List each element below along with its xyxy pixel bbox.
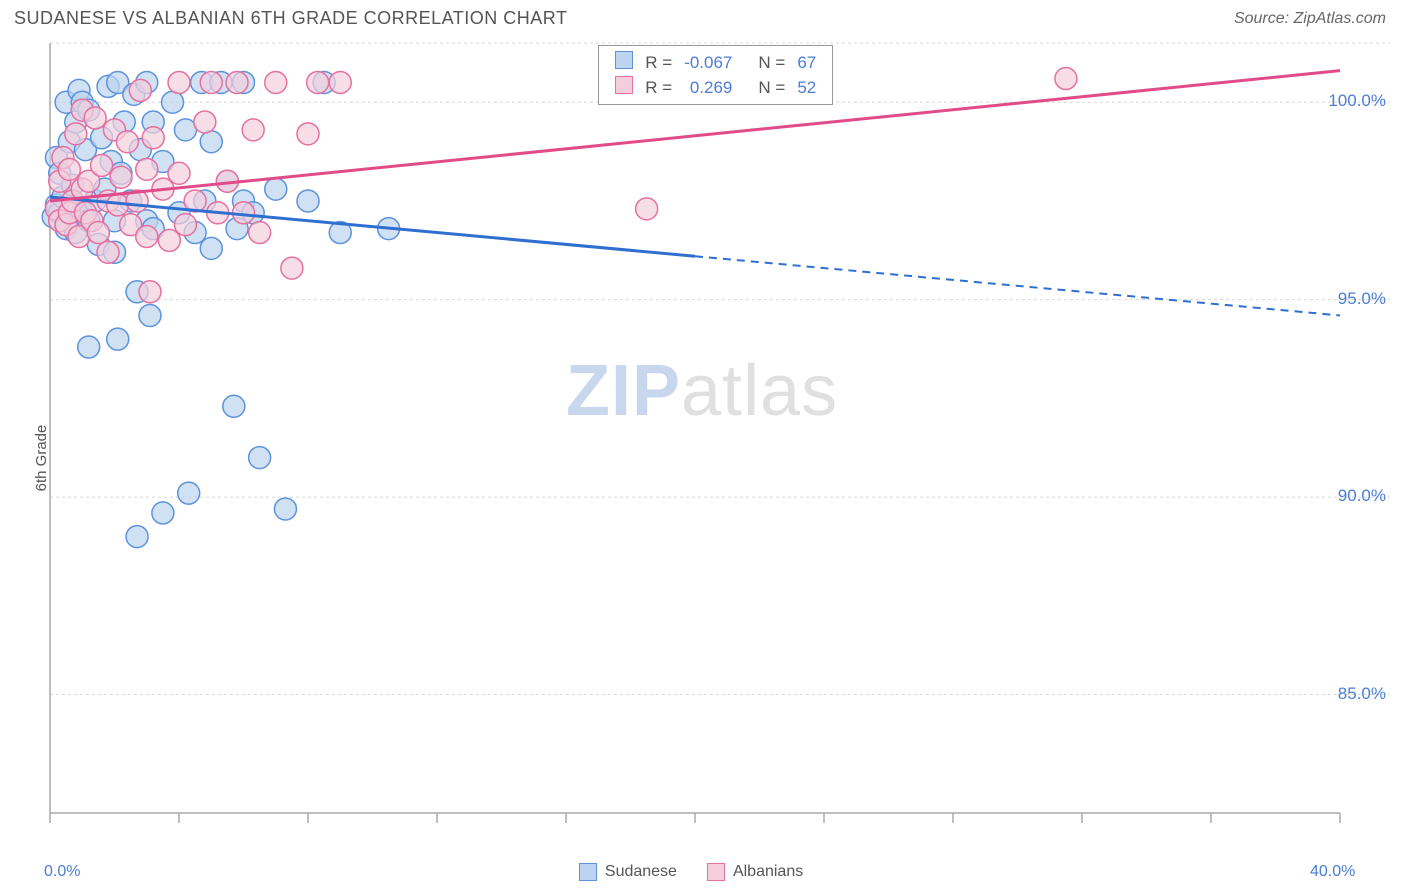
y-tick-label: 100.0% [1328,91,1386,111]
legend-label: Sudanese [605,863,677,881]
legend-swatch [579,863,597,881]
scatter-plot-svg [0,33,1406,843]
legend-item: Albanians [707,863,803,881]
legend-swatch [707,863,725,881]
stats-row: R =-0.067N =67 [609,50,822,75]
chart-title: SUDANESE VS ALBANIAN 6TH GRADE CORRELATI… [14,8,567,29]
x-axis-max-label: 40.0% [1310,863,1355,881]
chart-source: Source: ZipAtlas.com [1234,10,1386,28]
legend-label: Albanians [733,863,803,881]
x-axis-min-label: 0.0% [44,863,80,881]
y-tick-label: 85.0% [1338,684,1386,704]
chart-header: SUDANESE VS ALBANIAN 6TH GRADE CORRELATI… [0,0,1406,33]
stats-row: R =0.269N =52 [609,75,822,100]
chart-area: 6th Grade ZIPatlas R =-0.067N =67R =0.26… [0,33,1406,883]
bottom-legend: Sudanese Albanians [579,863,803,881]
y-tick-label: 90.0% [1338,486,1386,506]
legend-item: Sudanese [579,863,677,881]
correlation-stats-box: R =-0.067N =67R =0.269N =52 [598,45,833,105]
y-tick-label: 95.0% [1338,289,1386,309]
